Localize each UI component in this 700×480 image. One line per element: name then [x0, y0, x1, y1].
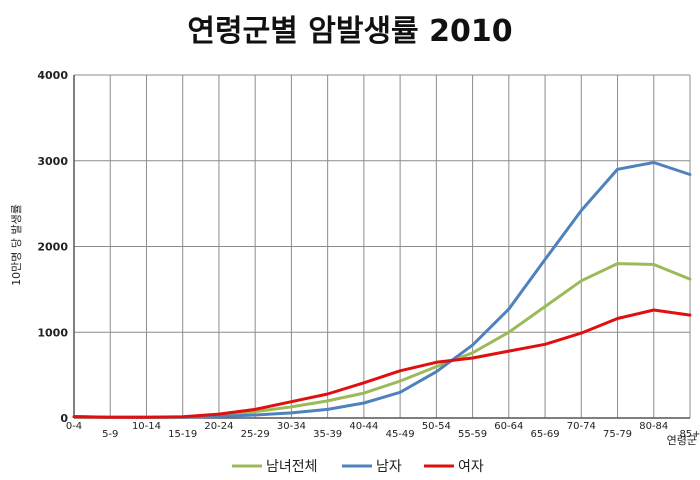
x-tick-label: 75-79 — [603, 429, 632, 440]
x-axis-ticks: 0-4 5-9 10-14 15-19 20-24 25-29 30-34 35-39 40-4… — [66, 421, 700, 440]
y-axis-label: 10만명 당 발생률 — [10, 204, 23, 286]
series-line — [72, 161, 692, 419]
x-tick-label: 70-74 — [567, 421, 596, 432]
x-axis-label: 연령군 — [667, 434, 697, 447]
y-tick-label: 1000 — [37, 326, 68, 339]
x-tick-label: 15-19 — [168, 429, 197, 440]
x-tick-label: 45-49 — [386, 429, 415, 440]
y-axis-ticks: 0 1000 2000 3000 4000 — [37, 69, 68, 425]
x-tick-label: 25-29 — [241, 429, 270, 440]
x-tick-label: 35-39 — [313, 429, 342, 440]
x-tick-label: 0-4 — [66, 421, 82, 432]
x-tick-label: 80-84 — [639, 421, 668, 432]
legend-label: 남자 — [376, 459, 402, 475]
x-tick-label: 50-54 — [422, 421, 451, 432]
x-tick-label: 55-59 — [458, 429, 487, 440]
y-tick-label: 0 — [60, 412, 68, 425]
x-tick-label: 65-69 — [531, 429, 560, 440]
legend: 남녀전체 남자 여자 — [232, 459, 484, 475]
x-tick-label: 40-44 — [349, 421, 378, 432]
x-tick-label: 60-64 — [494, 421, 523, 432]
grid-lines — [73, 74, 691, 419]
legend-label: 여자 — [458, 459, 484, 475]
chart-title: 연령군별 암발생률 2010 — [187, 14, 513, 49]
x-tick-label: 10-14 — [132, 421, 161, 432]
x-tick-label: 30-34 — [277, 421, 306, 432]
y-tick-label: 4000 — [37, 69, 68, 82]
x-tick-label: 85+ — [679, 429, 700, 440]
series-line — [72, 308, 692, 419]
series-lines — [72, 161, 692, 419]
y-tick-label: 2000 — [37, 241, 68, 254]
x-tick-label: 5-9 — [102, 429, 118, 440]
y-tick-label: 3000 — [37, 155, 68, 168]
series-line — [72, 262, 692, 419]
x-tick-label: 20-24 — [204, 421, 233, 432]
legend-label: 남녀전체 — [266, 459, 318, 475]
